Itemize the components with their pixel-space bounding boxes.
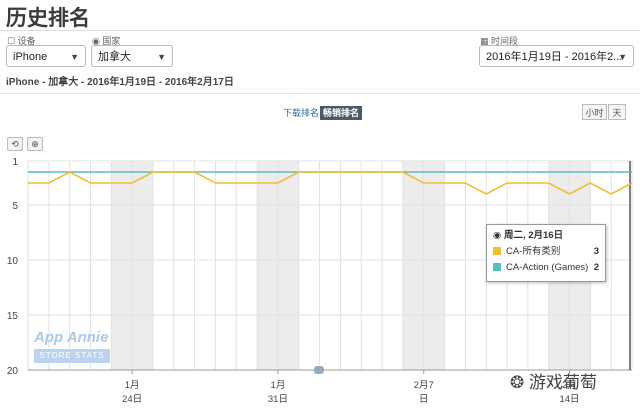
y-tick-label: 20	[7, 366, 19, 377]
x-tick-label: 31日	[268, 394, 288, 405]
device-select[interactable]: iPhone ▼	[6, 45, 86, 67]
device-icon: ☐	[7, 36, 16, 46]
tab-download-rank[interactable]: 下载排名	[283, 108, 320, 118]
reset-zoom-icon[interactable]: ⟲	[7, 137, 23, 151]
scroll-handle[interactable]	[314, 366, 324, 374]
x-tick-label: 24日	[122, 394, 142, 405]
x-tick-label: 2月7	[414, 380, 434, 391]
globe-icon: ◉	[92, 36, 100, 46]
legend-swatch	[493, 247, 501, 255]
tooltip-row: CA-Action (Games) 2	[493, 261, 599, 274]
country-select[interactable]: 加拿大 ▼	[91, 45, 173, 67]
chevron-down-icon: ▼	[157, 52, 166, 62]
granularity-day-button[interactable]: 天	[608, 104, 626, 120]
store-stats-badge: STORE STATS	[34, 349, 110, 363]
y-tick-label: 5	[12, 201, 18, 212]
period-label: ▦ 时间段	[480, 36, 519, 46]
tab-grossing-rank[interactable]: 畅销排名	[320, 106, 363, 120]
x-tick-label: 日	[419, 394, 429, 405]
series-line	[28, 171, 633, 195]
x-tick-label: 1月	[271, 380, 286, 391]
period-select[interactable]: 2016年1月19日 - 2016年2... ▼	[479, 45, 634, 67]
x-tick-label: 2月	[562, 380, 577, 391]
zoom-in-icon[interactable]: ⊕	[27, 137, 43, 151]
country-label: ◉ 国家	[92, 36, 121, 46]
divider	[0, 93, 640, 94]
y-tick-label: 1	[12, 157, 18, 168]
chart-tooltip: ◉ 周二, 2月16日 CA-所有类别 3 CA-Action (Games) …	[486, 224, 606, 282]
tooltip-date: ◉ 周二, 2月16日	[493, 230, 564, 241]
wechat-watermark: ❂ 游戏葡萄	[510, 373, 597, 392]
tooltip-row: CA-所有类别 3	[493, 245, 599, 258]
y-tick-label: 15	[7, 311, 19, 322]
wechat-icon: ❂	[510, 373, 525, 392]
chart-subtitle: iPhone - 加拿大 - 2016年1月19日 - 2016年2月17日	[6, 77, 234, 88]
device-label: ☐ 设备	[7, 36, 36, 46]
divider	[0, 30, 640, 31]
calendar-icon: ▦	[480, 36, 489, 46]
granularity-hour-button[interactable]: 小时	[582, 104, 607, 120]
x-tick-label: 14日	[559, 394, 579, 405]
y-tick-label: 10	[7, 256, 19, 267]
legend-swatch	[493, 263, 501, 271]
app-annie-logo: App Annie	[34, 329, 109, 346]
x-tick-label: 1月	[125, 380, 140, 391]
globe-icon: ◉	[493, 230, 502, 241]
chevron-down-icon: ▼	[618, 52, 627, 62]
chevron-down-icon: ▼	[70, 52, 79, 62]
page-title: 历史排名	[6, 7, 90, 30]
